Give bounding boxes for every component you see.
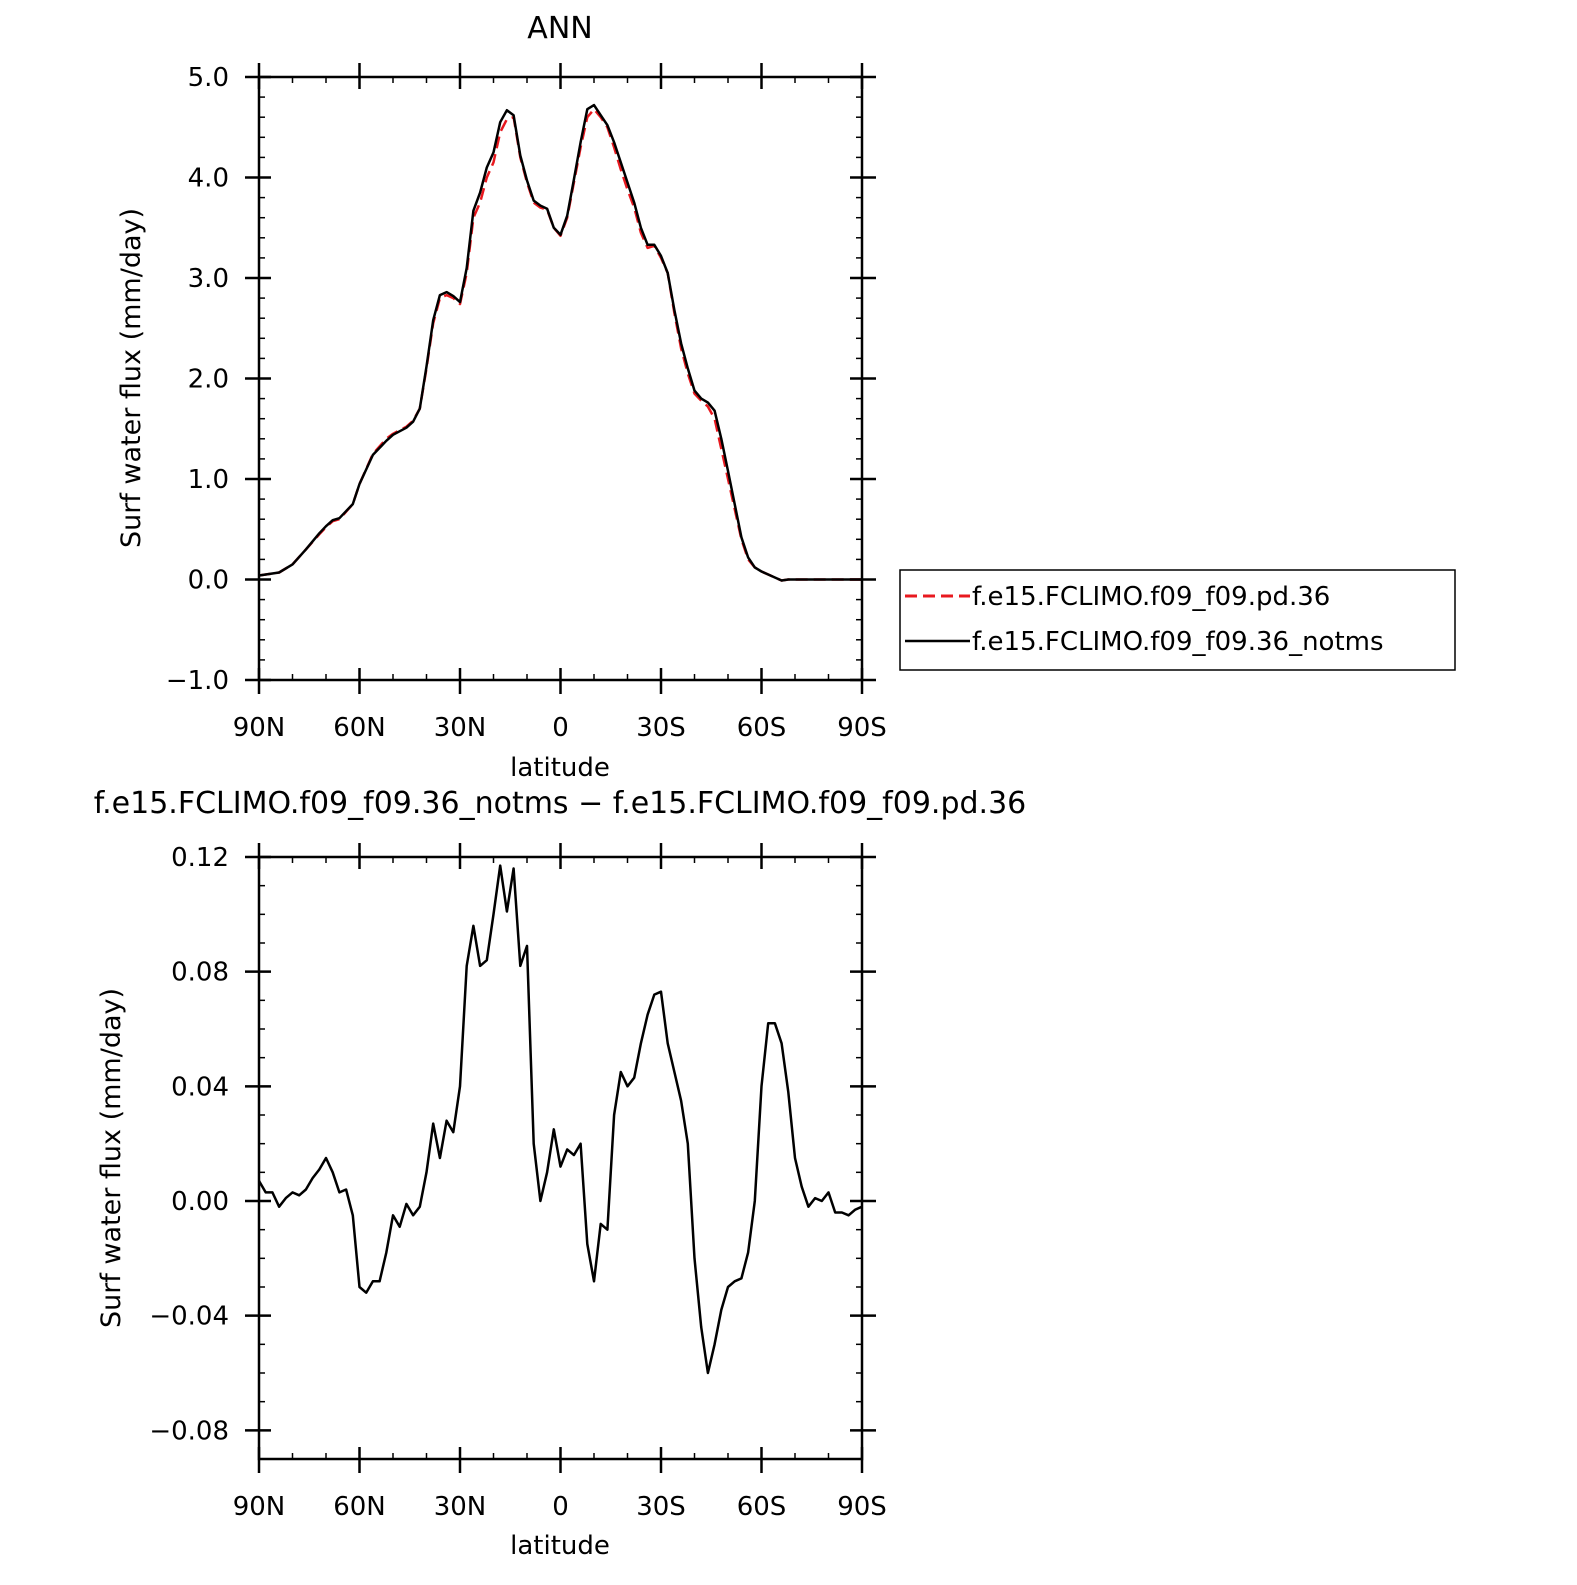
y-tick-label: 0.08 — [171, 958, 229, 988]
bottom-chart-x-axis-label: latitude — [510, 1531, 610, 1561]
top-chart-legend: f.e15.FCLIMO.f09_f09.pd.36 f.e15.FCLIMO.… — [899, 569, 1456, 671]
bottom-chart-panel: f.e15.FCLIMO.f09_f09.36_notms − f.e15.FC… — [94, 786, 1027, 1561]
y-tick-label: −0.04 — [149, 1302, 229, 1332]
x-tick-label: 90N — [233, 713, 286, 743]
x-tick-label: 60S — [737, 713, 787, 743]
series-line-second — [258, 103, 862, 582]
bottom-chart-y-axis-label: Surf water flux (mm/day) — [96, 988, 127, 1328]
x-tick-label: 0 — [552, 1492, 569, 1522]
x-tick-label: 60N — [333, 1492, 386, 1522]
bottom-chart-title: f.e15.FCLIMO.f09_f09.36_notms − f.e15.FC… — [94, 786, 1027, 821]
series-line-first — [258, 107, 862, 582]
x-tick-label: 30S — [636, 1492, 686, 1522]
x-tick-label: 60S — [737, 1492, 787, 1522]
top-chart-y-axis-label: Surf water flux (mm/day) — [116, 208, 147, 548]
y-tick-label: 4.0 — [188, 164, 229, 194]
x-tick-label: 60N — [333, 713, 386, 743]
y-tick-label: 0.12 — [171, 843, 229, 873]
y-tick-label: 1.0 — [188, 465, 229, 495]
y-tick-label: 0.0 — [188, 566, 229, 596]
top-chart-ticks: 90N 60N 30N 0 30S 60S 90S 5.0 4.0 3.0 2.0 1.0 0.0 −1.… — [166, 63, 887, 743]
x-tick-label: 30S — [636, 713, 686, 743]
legend-box — [899, 569, 1456, 671]
y-tick-label: 0.04 — [171, 1072, 229, 1102]
y-tick-label: 2.0 — [188, 365, 229, 395]
x-tick-label: 90N — [233, 1492, 286, 1522]
top-chart-x-axis-label: latitude — [510, 753, 610, 783]
x-tick-label: 90S — [837, 713, 887, 743]
legend-label-pd36: f.e15.FCLIMO.f09_f09.pd.36 — [972, 582, 1330, 612]
x-tick-label: 0 — [552, 713, 569, 743]
y-tick-label: −0.08 — [149, 1416, 229, 1446]
bottom-chart-series — [257, 864, 863, 1375]
top-chart-series — [258, 103, 862, 582]
series-line-first — [257, 864, 863, 1375]
y-tick-label: 0.00 — [171, 1187, 229, 1217]
bottom-chart-ticks: 90N 60N 30N 0 30S 60S 90S 0.12 0.08 0.04 0.00 −0.04… — [149, 843, 887, 1522]
y-tick-label: 3.0 — [188, 264, 229, 294]
x-tick-label: 30N — [434, 713, 487, 743]
y-tick-label: −1.0 — [166, 666, 229, 696]
top-chart-plot-frame — [257, 75, 864, 682]
top-chart-panel: ANN 90N 60N 30N 0 30S 60S 90S 5.0 4.0 3.0 2.0 1.0 0.… — [116, 11, 1456, 783]
x-tick-label: 90S — [837, 1492, 887, 1522]
legend-label-notms: f.e15.FCLIMO.f09_f09.36_notms — [972, 627, 1384, 657]
top-chart-title: ANN — [527, 11, 592, 46]
x-tick-label: 30N — [434, 1492, 487, 1522]
bottom-chart-plot-frame — [257, 855, 864, 1461]
y-tick-label: 5.0 — [188, 63, 229, 93]
